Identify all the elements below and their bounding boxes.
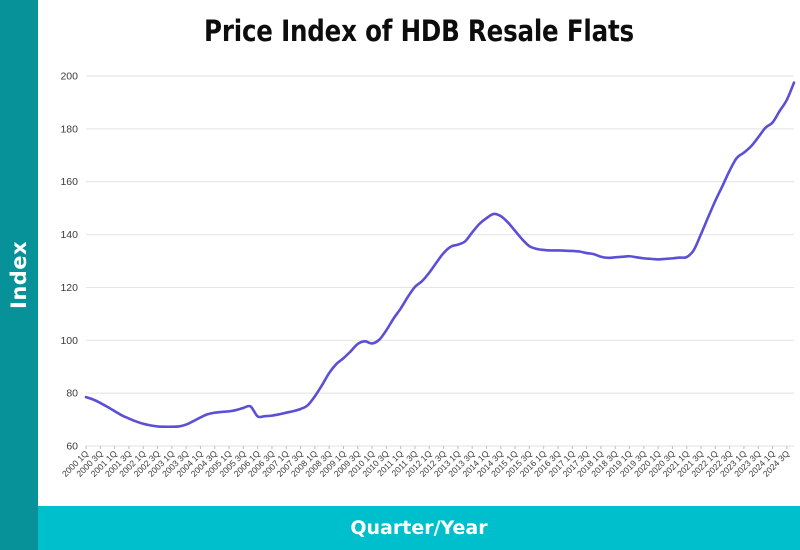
y-tick-label: 60 xyxy=(66,441,78,453)
y-tick-labels-group: 60 80 100 120 140 160 180 200 xyxy=(60,71,78,453)
y-tick-label: 140 xyxy=(60,229,78,241)
series-line-0 xyxy=(84,81,796,429)
y-tick-label: 160 xyxy=(60,176,78,188)
plot-area: 60 80 100 120 140 160 180 200 2000 1Q 2000 3Q 200… xyxy=(38,60,800,506)
y-tick-label: 200 xyxy=(60,71,78,83)
x-axis-title: Quarter/Year xyxy=(350,517,488,539)
y-tick-label: 120 xyxy=(60,282,78,294)
y-axis-title: Index xyxy=(7,240,31,310)
gridlines-group xyxy=(86,75,794,447)
x-axis-band xyxy=(38,506,800,550)
y-axis-band xyxy=(0,0,38,550)
y-tick-label: 180 xyxy=(60,123,78,135)
y-tick-label: 80 xyxy=(66,388,78,400)
page-title: Price Index of HDB Resale Flats xyxy=(204,14,634,48)
data-series-group xyxy=(84,81,796,429)
y-tick-label: 100 xyxy=(60,335,78,347)
